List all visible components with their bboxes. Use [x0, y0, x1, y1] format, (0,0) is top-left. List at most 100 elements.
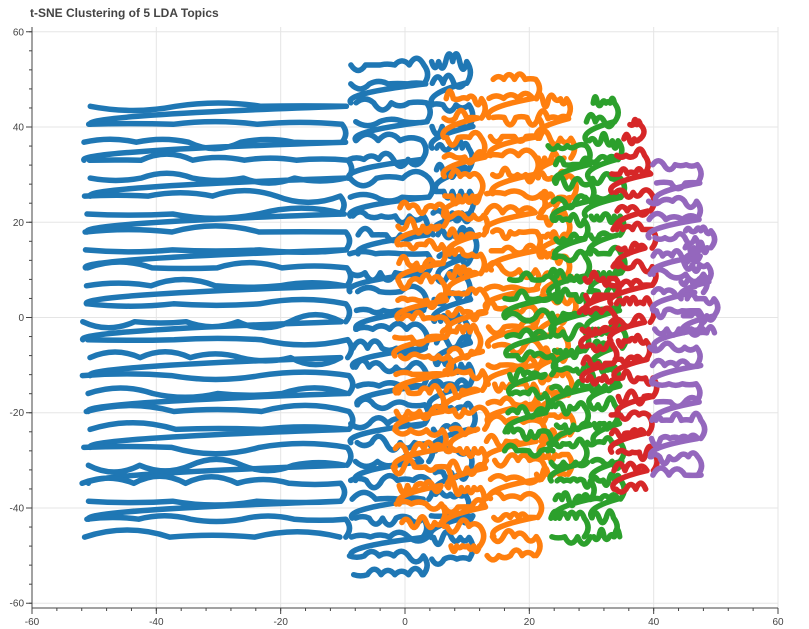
series-2-worm: [548, 310, 589, 335]
series-1-worm: [536, 128, 578, 161]
series-2-worm: [589, 171, 628, 201]
series-1-worm: [442, 382, 482, 413]
series-1-worm: [391, 333, 448, 359]
series-3-worm: [614, 388, 656, 418]
series-2-worm: [582, 111, 617, 144]
series-2-worm: [589, 508, 620, 540]
x-tick-label: 40: [648, 617, 660, 628]
series-1-worm: [448, 167, 486, 199]
series-2-worm: [509, 386, 552, 416]
series-1-worm: [442, 368, 489, 394]
series-0-worm: [84, 259, 354, 289]
series-1-worm: [395, 383, 447, 415]
series-1-worm: [444, 129, 488, 160]
series-1-worm: [448, 543, 483, 555]
series-1-worm: [445, 263, 480, 296]
series-1-worm: [440, 107, 481, 141]
series-4-worm: [652, 179, 703, 204]
series-1-worm: [483, 489, 545, 521]
x-tick-label: -20: [273, 617, 288, 628]
series-0-worm: [81, 136, 349, 163]
series-1-worm: [395, 479, 444, 507]
series-3-worm: [581, 292, 617, 316]
series-1-worm: [443, 245, 488, 277]
series-2-worm: [548, 508, 591, 540]
series-1-worm: [486, 133, 541, 159]
series-2-worm: [590, 93, 621, 125]
series-4-worm: [652, 394, 702, 424]
series-4-worm: [681, 239, 711, 268]
series-0-worm: [83, 276, 348, 307]
series-2-worm: [552, 420, 594, 447]
y-tick-label: 60: [13, 27, 25, 38]
series-1-worm: [399, 514, 446, 531]
series-4-worm: [652, 381, 703, 405]
series-3-worm: [608, 166, 654, 196]
y-tick-label: -60: [10, 599, 25, 610]
series-2-worm: [546, 436, 590, 466]
series-2-worm: [504, 404, 549, 435]
series-2-worm: [506, 270, 561, 302]
series-0-worm: [428, 72, 468, 108]
series-2-worm: [502, 423, 555, 454]
series-1: [390, 71, 579, 563]
series-3-worm: [613, 187, 657, 214]
series-1-worm: [444, 517, 487, 549]
series-3-worm: [579, 354, 616, 384]
series-4-worm: [646, 340, 703, 369]
series-3-worm: [613, 294, 657, 326]
series-4-worm: [650, 158, 704, 186]
series-1-worm: [440, 149, 488, 180]
series-0-worm: [346, 548, 430, 578]
series-3-worm: [608, 409, 655, 437]
series-3-worm: [627, 116, 647, 142]
series-1-worm: [398, 237, 449, 267]
series-3-worm: [584, 373, 615, 387]
series-1-worm: [441, 193, 483, 219]
series-1-worm: [394, 216, 443, 248]
series-0-worm: [87, 170, 349, 199]
series-0-worm: [433, 488, 472, 519]
series-1-worm: [445, 345, 486, 374]
series-4-worm: [680, 324, 718, 338]
series-1-worm: [447, 425, 481, 452]
series-3-worm: [607, 312, 648, 344]
series-0-worm: [87, 349, 344, 379]
series-1-worm: [395, 253, 446, 285]
series-0-worm: [80, 311, 345, 343]
series-3-worm: [613, 146, 651, 177]
series-1-worm: [482, 202, 539, 235]
series-2-worm: [586, 130, 625, 163]
series-3-worm: [607, 427, 648, 455]
series-3-worm: [607, 277, 655, 307]
series-0-worm: [348, 55, 431, 87]
series-1-worm: [539, 451, 575, 478]
series-1-worm: [485, 90, 536, 121]
series-0-worm: [87, 419, 351, 451]
series-2-worm: [549, 534, 594, 547]
series-1-worm: [483, 147, 542, 178]
series-0-worm: [85, 498, 344, 522]
series-2-worm: [588, 211, 627, 238]
series-4-worm: [682, 262, 714, 285]
series-2-worm: [503, 327, 549, 359]
series-1-worm: [440, 210, 491, 238]
series-2-worm: [588, 456, 625, 483]
series-1-worm: [491, 452, 548, 483]
series-1-worm: [445, 477, 487, 510]
x-tick-label: 0: [402, 617, 408, 628]
series-2-worm: [586, 230, 620, 257]
series-4-worm: [648, 357, 704, 387]
series-2: [501, 93, 629, 547]
series-1-worm: [392, 369, 448, 396]
series-0-worm: [347, 78, 429, 106]
series-2-worm: [551, 155, 593, 186]
series-1-worm: [440, 497, 489, 530]
chart-title: t-SNE Clustering of 5 LDA Topics: [30, 6, 219, 20]
series-1-worm: [483, 188, 548, 216]
series-3-worm: [578, 324, 612, 350]
series-4: [645, 158, 721, 479]
x-tick-label: -60: [25, 617, 40, 628]
series-0-worm: [350, 209, 431, 238]
